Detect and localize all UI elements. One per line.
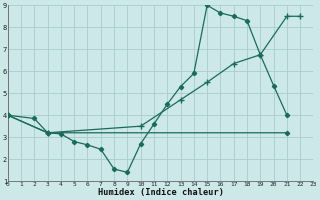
X-axis label: Humidex (Indice chaleur): Humidex (Indice chaleur) <box>98 188 224 197</box>
